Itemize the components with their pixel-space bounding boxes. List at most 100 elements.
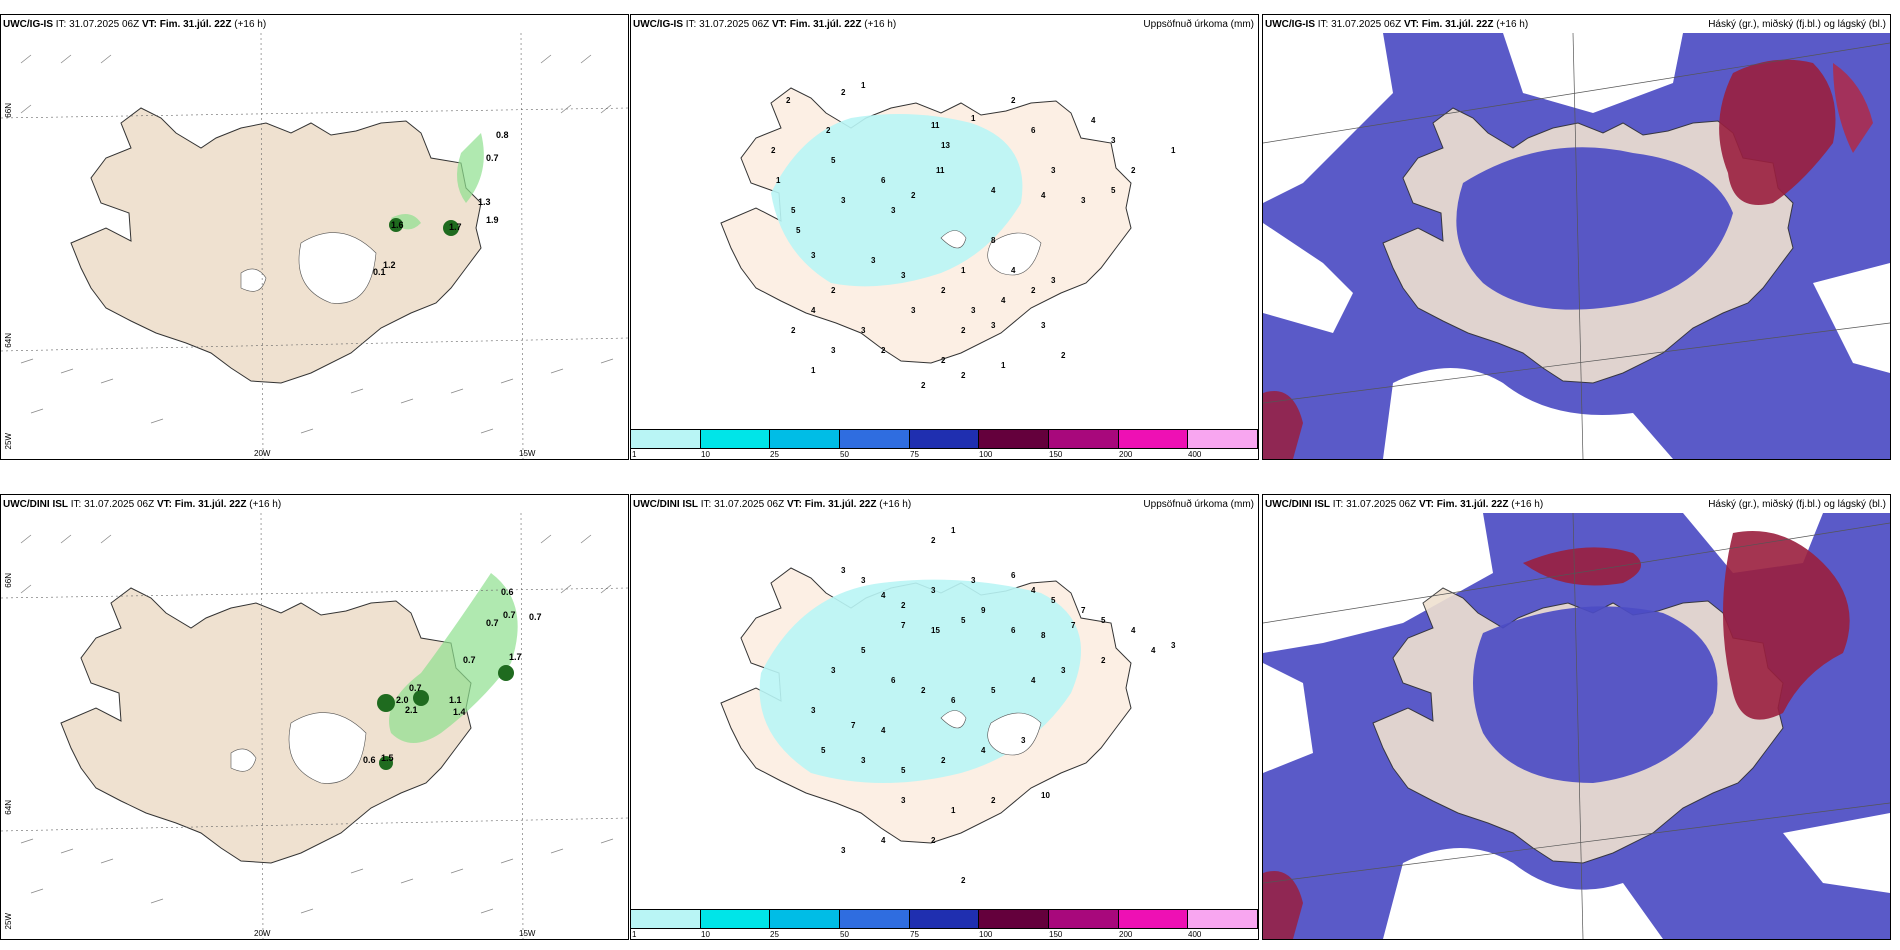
colorbar-tick: 25 bbox=[770, 930, 779, 939]
svg-text:4: 4 bbox=[811, 306, 816, 315]
svg-text:8: 8 bbox=[991, 236, 996, 245]
svg-text:3: 3 bbox=[1061, 666, 1066, 675]
svg-text:3: 3 bbox=[811, 251, 816, 260]
colorbar-tick: 200 bbox=[1119, 930, 1133, 939]
svg-text:6: 6 bbox=[891, 676, 896, 685]
colorbar-tick: 10 bbox=[701, 930, 710, 939]
svg-text:2: 2 bbox=[1061, 351, 1066, 360]
panel-title: Háský (gr.), miðský (fj.bl.) og lágský (… bbox=[1708, 499, 1886, 510]
colorbar-cell bbox=[700, 910, 771, 928]
colorbar-cell bbox=[770, 910, 841, 928]
svg-text:3: 3 bbox=[1021, 736, 1026, 745]
colorbar-cell bbox=[1118, 910, 1189, 928]
svg-text:2: 2 bbox=[941, 756, 946, 765]
svg-text:1: 1 bbox=[1171, 146, 1176, 155]
svg-text:4: 4 bbox=[1011, 266, 1016, 275]
wind-map[interactable]: 0.6 0.7 0.7 0.7 0.7 0.7 2.0 2.1 1.1 1.4 … bbox=[1, 513, 628, 939]
svg-text:2: 2 bbox=[961, 326, 966, 335]
svg-text:6: 6 bbox=[881, 176, 886, 185]
svg-text:1: 1 bbox=[1001, 361, 1006, 370]
wind-map[interactable]: 0.8 0.7 1.3 1.6 1.7 1.9 1.2 0.1 bbox=[1, 33, 628, 459]
svg-text:2: 2 bbox=[961, 876, 966, 885]
colorbar-tick: 150 bbox=[1049, 930, 1063, 939]
svg-text:3: 3 bbox=[841, 196, 846, 205]
precip-label: 0.7 bbox=[503, 610, 516, 620]
svg-text:5: 5 bbox=[796, 226, 801, 235]
precip-label: 1.6 bbox=[391, 220, 404, 230]
precip-label: 0.7 bbox=[486, 618, 499, 628]
svg-text:4: 4 bbox=[881, 836, 886, 845]
cloud-mid-over-land bbox=[1473, 606, 1718, 783]
cloud-map[interactable] bbox=[1263, 513, 1890, 939]
precip-label: 0.8 bbox=[496, 130, 509, 140]
svg-text:6: 6 bbox=[1031, 126, 1036, 135]
svg-text:13: 13 bbox=[941, 141, 950, 150]
svg-text:2: 2 bbox=[921, 381, 926, 390]
accum-map[interactable]: 2 1 3 3 4 2 3 3 6 4 5 7 7 15 5 9 6 8 7 5… bbox=[631, 513, 1258, 909]
cloud-mid-over-land bbox=[1456, 147, 1733, 310]
cloud-high bbox=[1263, 871, 1303, 939]
panel-title: Háský (gr.), miðský (fj.bl.) og lágský (… bbox=[1708, 19, 1886, 30]
svg-text:5: 5 bbox=[861, 646, 866, 655]
panel-cloud-dini: UWC/DINI ISL IT: 31.07.2025 06Z VT: Fim.… bbox=[1262, 494, 1891, 940]
svg-text:3: 3 bbox=[841, 846, 846, 855]
precip-spot bbox=[413, 690, 429, 706]
colorbar-tick: 150 bbox=[1049, 450, 1063, 459]
panel-title: Uppsöfnuð úrkoma (mm) bbox=[1143, 499, 1254, 510]
svg-text:3: 3 bbox=[811, 706, 816, 715]
svg-text:11: 11 bbox=[936, 166, 945, 175]
svg-text:1: 1 bbox=[951, 526, 956, 535]
cloud-map[interactable] bbox=[1263, 33, 1890, 459]
lon-label: 15W bbox=[519, 929, 536, 938]
svg-text:3: 3 bbox=[841, 566, 846, 575]
svg-text:4: 4 bbox=[1001, 296, 1006, 305]
svg-text:4: 4 bbox=[1041, 191, 1046, 200]
svg-text:3: 3 bbox=[891, 206, 896, 215]
svg-text:4: 4 bbox=[1131, 626, 1136, 635]
svg-text:4: 4 bbox=[881, 726, 886, 735]
svg-text:2: 2 bbox=[931, 536, 936, 545]
glaciers bbox=[240, 232, 377, 304]
colorbar-tick: 10 bbox=[701, 450, 710, 459]
svg-text:6: 6 bbox=[1011, 626, 1016, 635]
cloud-high bbox=[1523, 547, 1641, 586]
colorbar-cell bbox=[1049, 430, 1119, 448]
clear-sky bbox=[1263, 663, 1313, 773]
precip-label: 1.5 bbox=[381, 753, 394, 763]
panel-wind-ig: UWC/IG-IS IT: 31.07.2025 06Z VT: Fim. 31… bbox=[0, 14, 629, 460]
svg-text:2: 2 bbox=[1011, 96, 1016, 105]
accum-labels: 2 2 1 2 11 13 11 1 2 6 4 3 3 5 6 3 3 2 4… bbox=[771, 81, 1176, 390]
precip-label: 0.7 bbox=[529, 612, 542, 622]
precip-spot bbox=[379, 756, 393, 770]
svg-text:9: 9 bbox=[981, 606, 986, 615]
colorbar-tick: 25 bbox=[770, 450, 779, 459]
svg-text:7: 7 bbox=[851, 721, 856, 730]
svg-text:3: 3 bbox=[901, 271, 906, 280]
svg-text:3: 3 bbox=[971, 576, 976, 585]
svg-text:2: 2 bbox=[841, 88, 846, 97]
svg-text:1: 1 bbox=[961, 266, 966, 275]
precip-green bbox=[391, 133, 484, 230]
svg-text:7: 7 bbox=[901, 621, 906, 630]
svg-text:2: 2 bbox=[786, 96, 791, 105]
svg-text:2: 2 bbox=[991, 796, 996, 805]
svg-text:2: 2 bbox=[831, 286, 836, 295]
svg-text:5: 5 bbox=[901, 766, 906, 775]
svg-text:3: 3 bbox=[861, 756, 866, 765]
svg-text:5: 5 bbox=[1111, 186, 1116, 195]
colorbar-cell bbox=[840, 910, 910, 928]
lat-label: 64N bbox=[4, 800, 13, 815]
accum-map[interactable]: 2 2 1 2 11 13 11 1 2 6 4 3 3 5 6 3 3 2 4… bbox=[631, 33, 1258, 429]
clear-sky bbox=[1263, 513, 1493, 653]
svg-text:3: 3 bbox=[831, 666, 836, 675]
colorbar-tick: 75 bbox=[910, 930, 919, 939]
precip-label: 0.1 bbox=[373, 267, 386, 277]
svg-text:8: 8 bbox=[1041, 631, 1046, 640]
panel-accum-ig: UWC/IG-IS IT: 31.07.2025 06Z VT: Fim. 31… bbox=[630, 14, 1259, 460]
precip-label: 0.7 bbox=[463, 655, 476, 665]
svg-text:3: 3 bbox=[901, 796, 906, 805]
colorbar-cell bbox=[700, 430, 771, 448]
svg-text:3: 3 bbox=[1081, 196, 1086, 205]
colorbar-tick: 400 bbox=[1188, 930, 1202, 939]
lon-label: 15W bbox=[519, 449, 536, 458]
